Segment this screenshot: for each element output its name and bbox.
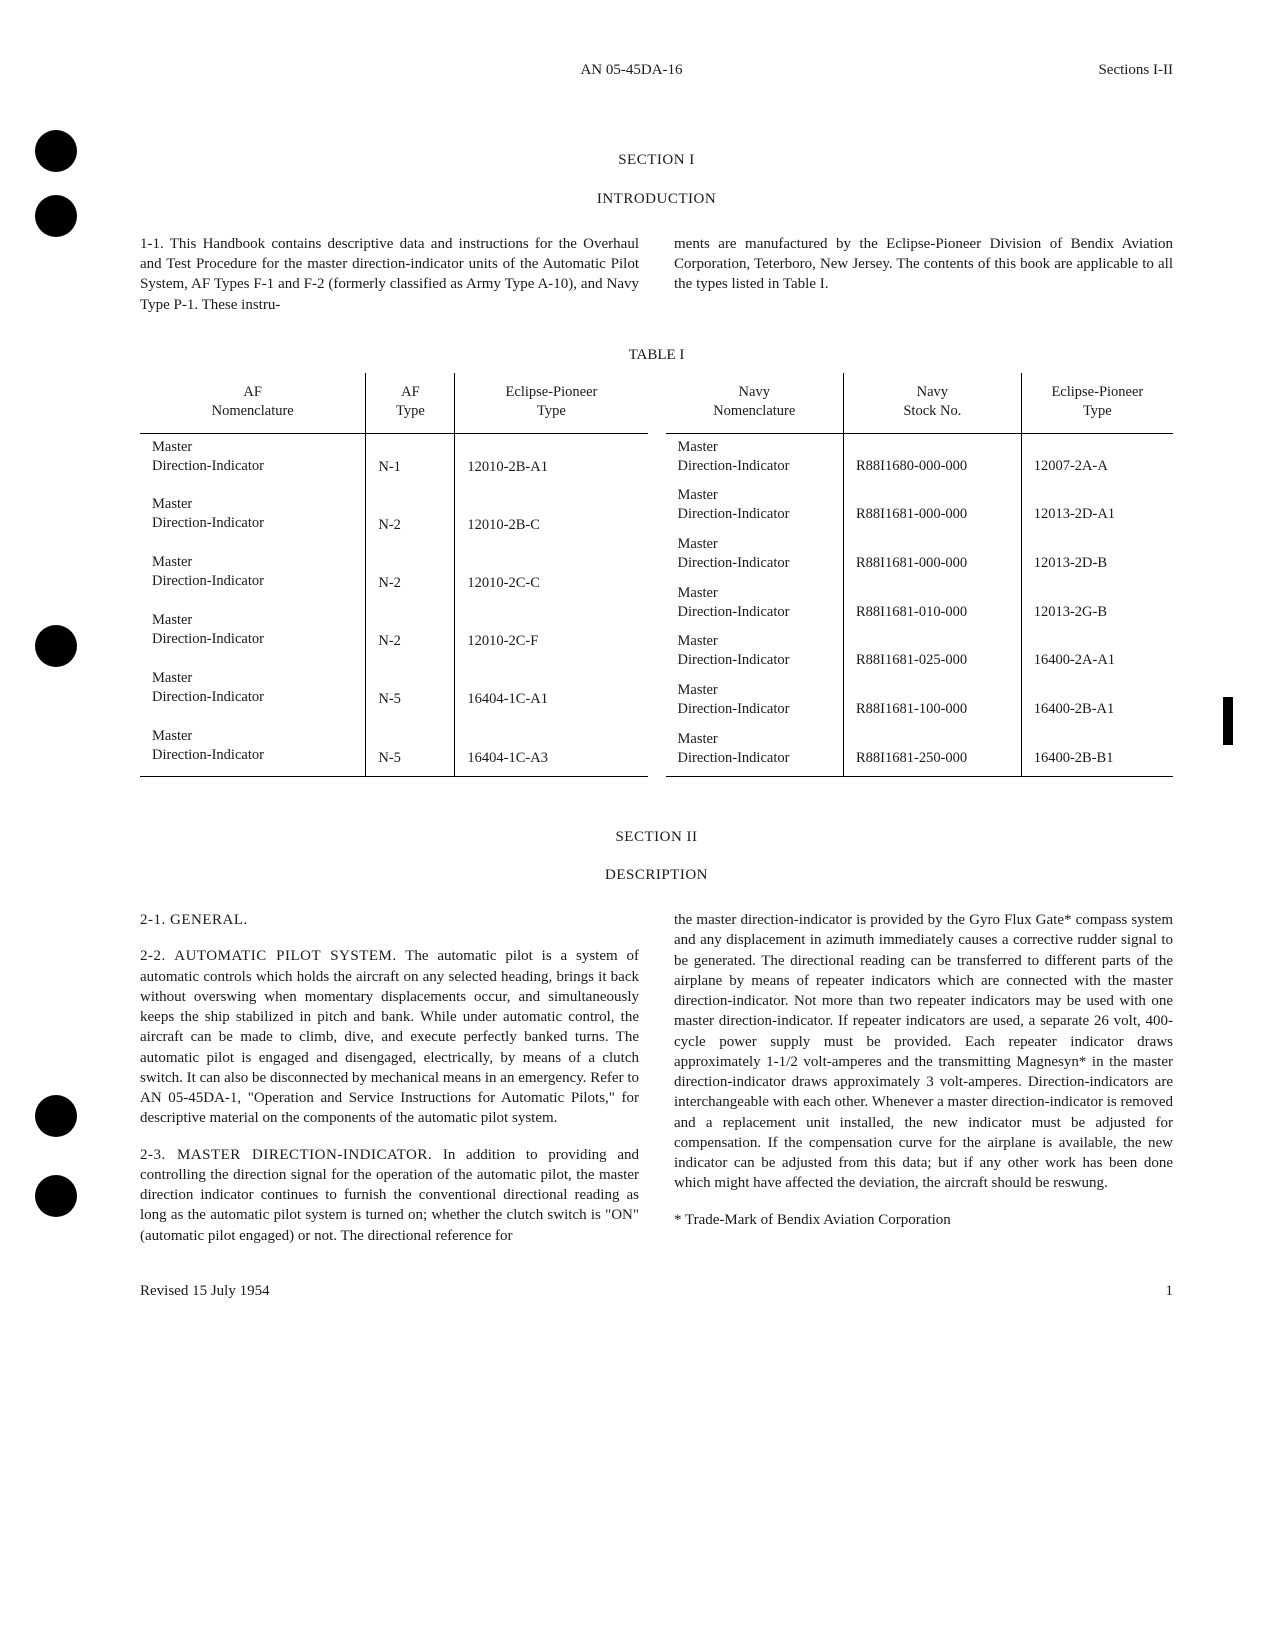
- page-number: 1: [1166, 1281, 1174, 1301]
- table-cell: MasterDirection-Indicator: [140, 713, 366, 776]
- tables-container: AFNomenclatureAFTypeEclipse-PioneerType …: [140, 373, 1173, 777]
- table-header: NavyNomenclature: [666, 373, 844, 433]
- para-2-3: 2-3. MASTER DIRECTION-INDICATOR. In addi…: [140, 1145, 639, 1246]
- table-row: MasterDirection-IndicatorR88I1681-000-00…: [666, 528, 1174, 577]
- table-row: MasterDirection-IndicatorN-516404-1C-A1: [140, 655, 648, 713]
- table-row: MasterDirection-IndicatorN-112010-2B-A1: [140, 433, 648, 481]
- table-cell: MasterDirection-Indicator: [666, 433, 844, 479]
- table-header: AFNomenclature: [140, 373, 366, 433]
- table-cell: MasterDirection-Indicator: [140, 655, 366, 713]
- footnote: * Trade-Mark of Bendix Aviation Corporat…: [674, 1210, 1173, 1230]
- table-cell: R88I1681-250-000: [844, 723, 1022, 776]
- table-header: NavyStock No.: [844, 373, 1022, 433]
- table-cell: MasterDirection-Indicator: [666, 674, 844, 723]
- table-row: MasterDirection-IndicatorR88I1680-000-00…: [666, 433, 1174, 479]
- table-cell: N-5: [366, 655, 455, 713]
- table-cell: 12013-2D-B: [1021, 528, 1173, 577]
- intro-col-1: 1-1. This Handbook contains descriptive …: [140, 234, 639, 315]
- table-row: MasterDirection-IndicatorN-516404-1C-A3: [140, 713, 648, 776]
- table-cell: R88I1681-100-000: [844, 674, 1022, 723]
- table-cell: MasterDirection-Indicator: [666, 479, 844, 528]
- table-cell: 12010-2B-C: [455, 481, 648, 539]
- table-cell: MasterDirection-Indicator: [666, 528, 844, 577]
- para-2-2: 2-2. AUTOMATIC PILOT SYSTEM. The automat…: [140, 946, 639, 1128]
- page-header: AN 05-45DA-16 Sections I-II: [140, 60, 1173, 80]
- table-cell: N-2: [366, 597, 455, 655]
- table-right: NavyNomenclatureNavyStock No.Eclipse-Pio…: [666, 373, 1174, 777]
- section-1-subheading: INTRODUCTION: [140, 189, 1173, 209]
- table-cell: R88I1680-000-000: [844, 433, 1022, 479]
- page-footer: Revised 15 July 1954 1: [140, 1281, 1173, 1301]
- table-cell: MasterDirection-Indicator: [666, 723, 844, 776]
- table-header: Eclipse-PioneerType: [455, 373, 648, 433]
- table-cell: 12013-2D-A1: [1021, 479, 1173, 528]
- table-cell: R88I1681-000-000: [844, 528, 1022, 577]
- intro-columns: 1-1. This Handbook contains descriptive …: [140, 234, 1173, 315]
- intro-col-2: ments are manufactured by the Eclipse-Pi…: [674, 234, 1173, 315]
- table-cell: 12013-2G-B: [1021, 577, 1173, 626]
- table-row: MasterDirection-IndicatorR88I1681-250-00…: [666, 723, 1174, 776]
- table-label: TABLE I: [140, 345, 1173, 365]
- table-cell: 16400-2B-A1: [1021, 674, 1173, 723]
- table-cell: 12010-2C-F: [455, 597, 648, 655]
- revised-date: Revised 15 July 1954: [140, 1281, 270, 1301]
- table-cell: N-1: [366, 433, 455, 481]
- change-bar: [1223, 697, 1233, 745]
- section-2-heading: SECTION II: [140, 827, 1173, 847]
- table-header: AFType: [366, 373, 455, 433]
- table-cell: 12007-2A-A: [1021, 433, 1173, 479]
- table-row: MasterDirection-IndicatorR88I1681-010-00…: [666, 577, 1174, 626]
- table-cell: MasterDirection-Indicator: [666, 625, 844, 674]
- table-cell: 12010-2B-A1: [455, 433, 648, 481]
- description-columns: 2-1. GENERAL. 2-2. AUTOMATIC PILOT SYSTE…: [140, 910, 1173, 1246]
- table-row: MasterDirection-IndicatorN-212010-2C-F: [140, 597, 648, 655]
- table-cell: R88I1681-010-000: [844, 577, 1022, 626]
- table-cell: MasterDirection-Indicator: [140, 597, 366, 655]
- table-cell: 16404-1C-A3: [455, 713, 648, 776]
- table-cell: N-2: [366, 539, 455, 597]
- table-row: MasterDirection-IndicatorR88I1681-000-00…: [666, 479, 1174, 528]
- table-cell: N-5: [366, 713, 455, 776]
- table-row: MasterDirection-IndicatorN-212010-2C-C: [140, 539, 648, 597]
- table-header: Eclipse-PioneerType: [1021, 373, 1173, 433]
- doc-number: AN 05-45DA-16: [580, 60, 682, 80]
- table-cell: MasterDirection-Indicator: [140, 433, 366, 481]
- desc-col-2: the master direction-indicator is provid…: [674, 910, 1173, 1246]
- table-row: MasterDirection-IndicatorR88I1681-100-00…: [666, 674, 1174, 723]
- table-row: MasterDirection-IndicatorR88I1681-025-00…: [666, 625, 1174, 674]
- para-2-1: 2-1. GENERAL.: [140, 910, 639, 930]
- table-cell: 16400-2B-B1: [1021, 723, 1173, 776]
- desc-col-1: 2-1. GENERAL. 2-2. AUTOMATIC PILOT SYSTE…: [140, 910, 639, 1246]
- table-cell: 16400-2A-A1: [1021, 625, 1173, 674]
- section-2-subheading: DESCRIPTION: [140, 865, 1173, 885]
- table-cell: R88I1681-000-000: [844, 479, 1022, 528]
- table-cell: MasterDirection-Indicator: [666, 577, 844, 626]
- sections-label: Sections I-II: [1098, 60, 1173, 80]
- table-cell: MasterDirection-Indicator: [140, 481, 366, 539]
- table-cell: 16404-1C-A1: [455, 655, 648, 713]
- table-cell: MasterDirection-Indicator: [140, 539, 366, 597]
- section-1-heading: SECTION I: [140, 150, 1173, 170]
- table-cell: 12010-2C-C: [455, 539, 648, 597]
- table-cell: N-2: [366, 481, 455, 539]
- table-row: MasterDirection-IndicatorN-212010-2B-C: [140, 481, 648, 539]
- table-cell: R88I1681-025-000: [844, 625, 1022, 674]
- table-left: AFNomenclatureAFTypeEclipse-PioneerType …: [140, 373, 648, 777]
